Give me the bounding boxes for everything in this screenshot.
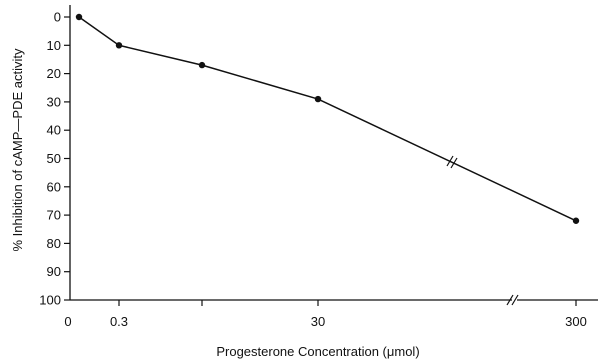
series-line xyxy=(78,16,577,222)
y-tick-label: 70 xyxy=(47,208,61,223)
x-tick-label: 300 xyxy=(565,314,587,329)
y-ticks: 0 10 20 30 40 50 60 70 80 90 100 xyxy=(39,10,70,308)
y-tick-label: 10 xyxy=(47,38,61,53)
y-tick-label: 80 xyxy=(47,236,61,251)
data-point xyxy=(198,61,206,69)
y-tick-label: 0 xyxy=(54,10,61,25)
x-tick-label: 30 xyxy=(311,314,325,329)
data-point xyxy=(314,95,322,103)
y-tick-label: 50 xyxy=(47,151,61,166)
y-tick-label: 20 xyxy=(47,66,61,81)
x-ticks: 0 0.3 30 300 xyxy=(64,300,587,329)
y-tick-label: 100 xyxy=(39,293,61,308)
x-tick-label: 0 xyxy=(64,314,71,329)
x-axis-label: Progesterone Concentration (μmol) xyxy=(216,344,419,359)
y-tick-label: 60 xyxy=(47,179,61,194)
y-tick-label: 40 xyxy=(47,123,61,138)
y-tick-label: 30 xyxy=(47,94,61,109)
x-axis-break-mark xyxy=(506,294,519,306)
data-points xyxy=(75,13,580,224)
x-tick-label: 0.3 xyxy=(110,314,128,329)
axes xyxy=(69,5,598,306)
line-break-mark xyxy=(446,155,458,169)
series xyxy=(75,13,580,224)
data-point xyxy=(115,42,123,49)
y-tick-label: 90 xyxy=(47,264,61,279)
data-point xyxy=(75,13,83,21)
data-point xyxy=(572,217,580,224)
y-axis-label: % Inhibition of cAMP—PDE activity xyxy=(10,48,25,252)
